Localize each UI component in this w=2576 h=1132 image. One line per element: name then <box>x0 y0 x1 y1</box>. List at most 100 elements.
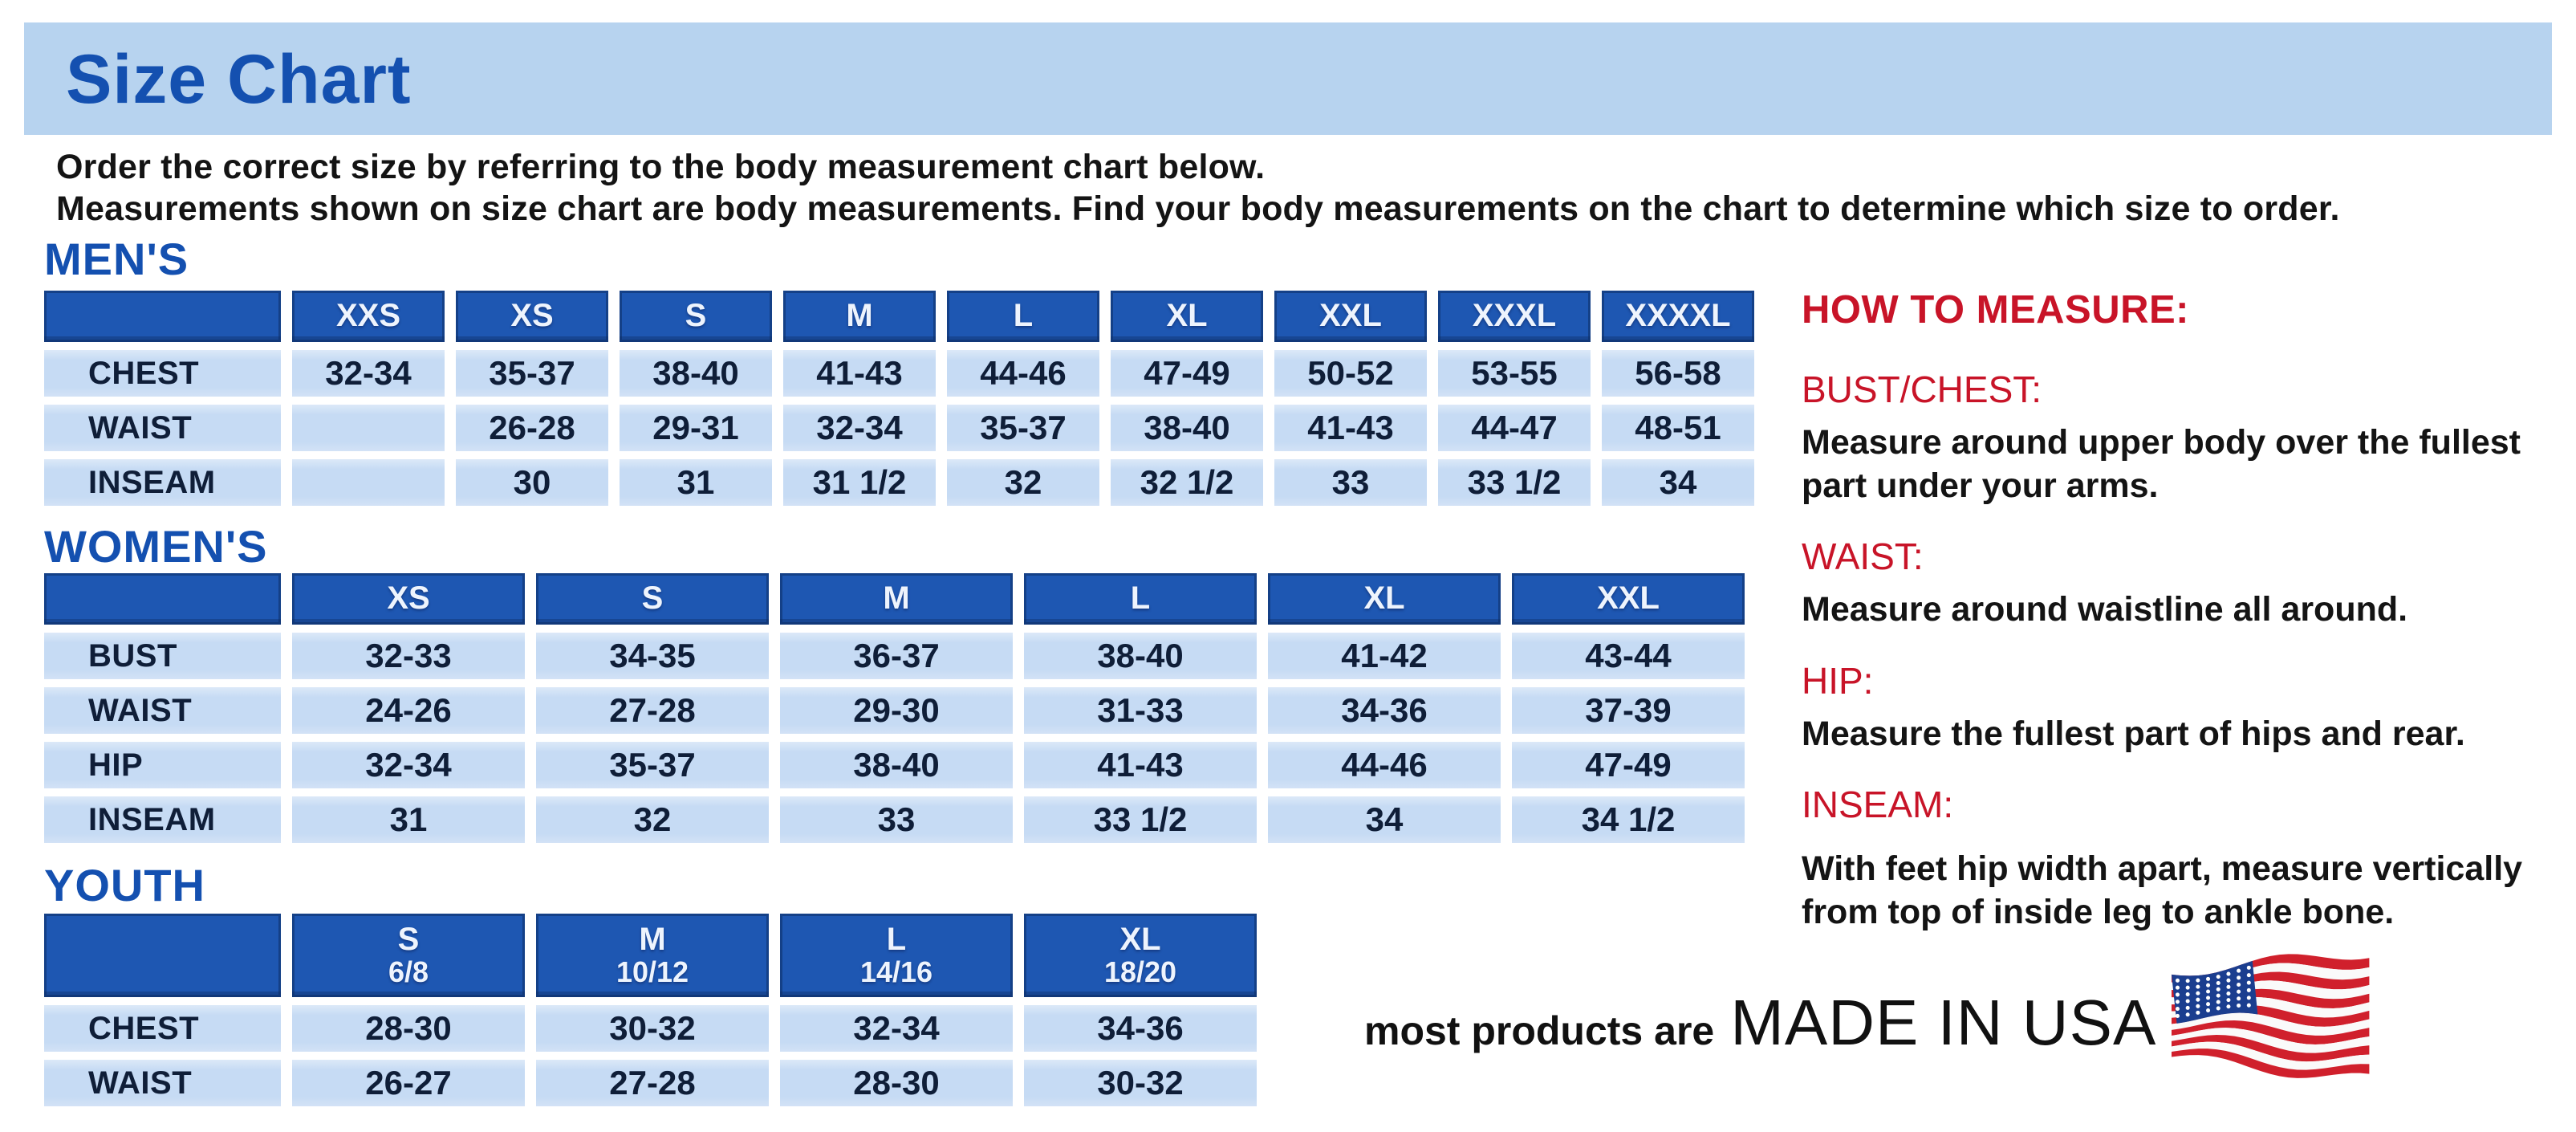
measurement-cell: 31 <box>620 459 772 506</box>
row-label: HIP <box>44 742 281 788</box>
how-to-measure-heading: HOW TO MEASURE: <box>1802 288 2189 332</box>
measurement-cell: 41-43 <box>1024 742 1257 788</box>
measure-label-waist: WAIST: <box>1802 535 1924 578</box>
measurement-cell: 38-40 <box>1111 405 1263 451</box>
measurement-cell: 32 <box>536 796 769 843</box>
size-column-header: S <box>536 573 769 625</box>
measurement-cell: 34-36 <box>1024 1005 1257 1052</box>
size-column-header: XXXL <box>1438 291 1591 342</box>
page-title: Size Chart <box>66 41 412 118</box>
measurement-cell: 38-40 <box>620 350 772 397</box>
measurement-cell: 33 1/2 <box>1438 459 1591 506</box>
measurement-cell: 36-37 <box>780 633 1013 679</box>
measure-item-bust-chest: BUST/CHEST: Measure around upper body ov… <box>1802 368 2576 507</box>
womens-section-heading: WOMEN'S <box>44 521 268 572</box>
measurement-cell: 29-31 <box>620 405 772 451</box>
measure-text-waist: Measure around waistline all around. <box>1802 590 2408 629</box>
intro-line-1: Order the correct size by referring to t… <box>56 148 1266 186</box>
measurement-cell: 47-49 <box>1512 742 1745 788</box>
row-label: BUST <box>44 633 281 679</box>
measurement-cell: 38-40 <box>1024 633 1257 679</box>
measure-item-inseam: INSEAM: With feet hip width apart, measu… <box>1802 783 2576 934</box>
mens-section-heading: MEN'S <box>44 234 189 284</box>
measurement-cell: 34 <box>1268 796 1501 843</box>
measure-label-inseam: INSEAM: <box>1802 783 1954 825</box>
measurement-cell: 44-46 <box>1268 742 1501 788</box>
measurement-cell: 28-30 <box>780 1060 1013 1106</box>
measurement-cell: 50-52 <box>1274 350 1427 397</box>
size-column-header: L <box>947 291 1099 342</box>
row-label: CHEST <box>44 1005 281 1052</box>
measurement-cell: 47-49 <box>1111 350 1263 397</box>
measurement-cell: 32-34 <box>292 350 445 397</box>
size-column-header: XXXXL <box>1602 291 1754 342</box>
size-column-header: XS <box>292 573 525 625</box>
measure-item-waist: WAIST: Measure around waistline all arou… <box>1802 535 2576 631</box>
measure-text-hip: Measure the fullest part of hips and rea… <box>1802 714 2465 753</box>
measurement-cell: 35-37 <box>456 350 608 397</box>
size-column-header: L <box>1024 573 1257 625</box>
youth-size-table: S 6/8 M 10/12 L 14/16 XL 18/20 CHEST 28-30 30-32 32… <box>44 914 1257 1106</box>
measurement-cell <box>292 405 445 451</box>
row-label: WAIST <box>44 687 281 734</box>
measurement-cell: 27-28 <box>536 1060 769 1106</box>
made-in-usa-line: most products are MADE IN USA <box>1364 986 2156 1060</box>
intro-line-2: Measurements shown on size chart are bod… <box>56 189 2340 229</box>
measurement-cell: 31-33 <box>1024 687 1257 734</box>
size-column-header: M 10/12 <box>536 914 769 997</box>
measure-label-bust-chest: BUST/CHEST: <box>1802 369 2042 410</box>
table-corner-cell <box>44 914 281 997</box>
row-label: INSEAM <box>44 796 281 843</box>
row-label: WAIST <box>44 1060 281 1106</box>
measurement-cell: 32-34 <box>780 1005 1013 1052</box>
measurement-cell: 34 1/2 <box>1512 796 1745 843</box>
measurement-cell: 34-35 <box>536 633 769 679</box>
size-column-header: XXL <box>1274 291 1427 342</box>
measurement-cell: 41-42 <box>1268 633 1501 679</box>
measurement-cell: 34 <box>1602 459 1754 506</box>
measurement-cell: 30-32 <box>1024 1060 1257 1106</box>
measurement-cell: 30 <box>456 459 608 506</box>
title-banner: Size Chart <box>24 22 2552 135</box>
measurement-cell: 35-37 <box>536 742 769 788</box>
measurement-cell: 41-43 <box>1274 405 1427 451</box>
size-column-header: XS <box>456 291 608 342</box>
measurement-cell: 32 <box>947 459 1099 506</box>
measurement-cell: 32-34 <box>292 742 525 788</box>
measurement-cell: 33 <box>1274 459 1427 506</box>
measurement-cell: 31 1/2 <box>783 459 936 506</box>
made-in-usa-prefix: most products are <box>1364 1008 1715 1053</box>
measurement-cell: 28-30 <box>292 1005 525 1052</box>
measurement-cell: 53-55 <box>1438 350 1591 397</box>
size-column-header: M <box>783 291 936 342</box>
size-column-header: XXS <box>292 291 445 342</box>
size-column-header: XL <box>1111 291 1263 342</box>
measurement-cell: 31 <box>292 796 525 843</box>
size-column-header: S <box>620 291 772 342</box>
measurement-cell: 44-46 <box>947 350 1099 397</box>
measurement-cell: 33 1/2 <box>1024 796 1257 843</box>
measurement-cell: 26-27 <box>292 1060 525 1106</box>
measurement-cell: 32-33 <box>292 633 525 679</box>
measure-text-bust-chest: Measure around upper body over the fulle… <box>1802 423 2521 506</box>
measure-item-hip: HIP: Measure the fullest part of hips an… <box>1802 659 2576 755</box>
size-column-header: XXL <box>1512 573 1745 625</box>
row-label: INSEAM <box>44 459 281 506</box>
how-to-measure-panel: HOW TO MEASURE: BUST/CHEST: Measure arou… <box>1802 287 2576 934</box>
row-label: CHEST <box>44 350 281 397</box>
measurement-cell <box>292 459 445 506</box>
measure-label-hip: HIP: <box>1802 659 1874 702</box>
size-column-header: S 6/8 <box>292 914 525 997</box>
size-column-header: XL <box>1268 573 1501 625</box>
measurement-cell: 48-51 <box>1602 405 1754 451</box>
measurement-cell: 30-32 <box>536 1005 769 1052</box>
womens-size-table: XS S M L XL XXL BUST 32-33 34-35 36-37 38-40 41-42 4… <box>44 573 1745 843</box>
us-flag-icon <box>2160 925 2385 1085</box>
intro-text: Order the correct size by referring to t… <box>56 146 2340 230</box>
measurement-cell: 35-37 <box>947 405 1099 451</box>
measure-text-inseam: With feet hip width apart, measure verti… <box>1802 849 2523 931</box>
measurement-cell: 56-58 <box>1602 350 1754 397</box>
size-column-header: M <box>780 573 1013 625</box>
measurement-cell: 29-30 <box>780 687 1013 734</box>
measurement-cell: 27-28 <box>536 687 769 734</box>
